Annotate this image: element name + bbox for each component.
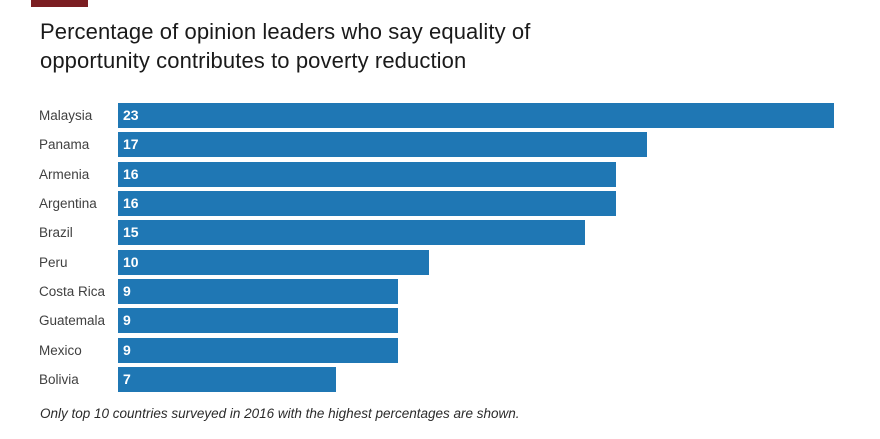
category-label: Guatemala <box>39 313 106 329</box>
bar: 16 <box>118 191 617 217</box>
bar: 23 <box>118 103 834 129</box>
bar-row: Peru 10 <box>0 247 880 276</box>
bar-row: Armenia 16 <box>0 160 880 189</box>
bar-row: Costa Rica 9 <box>0 277 880 306</box>
bar-chart: Malaysia 23 Panama 17 Armenia 16 Argentina 16 Br… <box>0 101 880 394</box>
bar-row: Brazil 15 <box>0 218 880 247</box>
bar: 16 <box>118 161 617 187</box>
bar-row: Panama 17 <box>0 130 880 159</box>
top-left-red-mark <box>31 0 88 7</box>
category-label: Armenia <box>39 166 90 182</box>
bar: 9 <box>118 278 399 304</box>
bar-row: Argentina 16 <box>0 189 880 218</box>
chart-title-line2: opportunity contributes to poverty reduc… <box>40 48 467 73</box>
category-label: Costa Rica <box>39 283 106 299</box>
chart-title: Percentage of opinion leaders who say eq… <box>40 17 530 75</box>
bar-row: Guatemala 9 <box>0 306 880 335</box>
bar-row: Malaysia 23 <box>0 101 880 130</box>
bar: 9 <box>118 308 399 334</box>
bar: 10 <box>118 249 430 275</box>
bar-row: Bolivia 7 <box>0 365 880 394</box>
category-label: Bolivia <box>39 371 79 387</box>
chart-title-line1: Percentage of opinion leaders who say eq… <box>40 19 531 44</box>
bar: 15 <box>118 220 585 246</box>
category-label: Mexico <box>39 342 82 358</box>
category-label: Brazil <box>39 225 73 241</box>
category-label: Panama <box>39 137 90 153</box>
bar: 9 <box>118 337 399 363</box>
category-label: Peru <box>39 254 68 270</box>
category-label: Malaysia <box>39 108 93 124</box>
bar-row: Mexico 9 <box>0 335 880 364</box>
bar: 17 <box>118 132 648 158</box>
category-label: Argentina <box>39 196 97 212</box>
bar: 7 <box>118 366 336 392</box>
chart-footnote: Only top 10 countries surveyed in 2016 w… <box>40 406 520 421</box>
